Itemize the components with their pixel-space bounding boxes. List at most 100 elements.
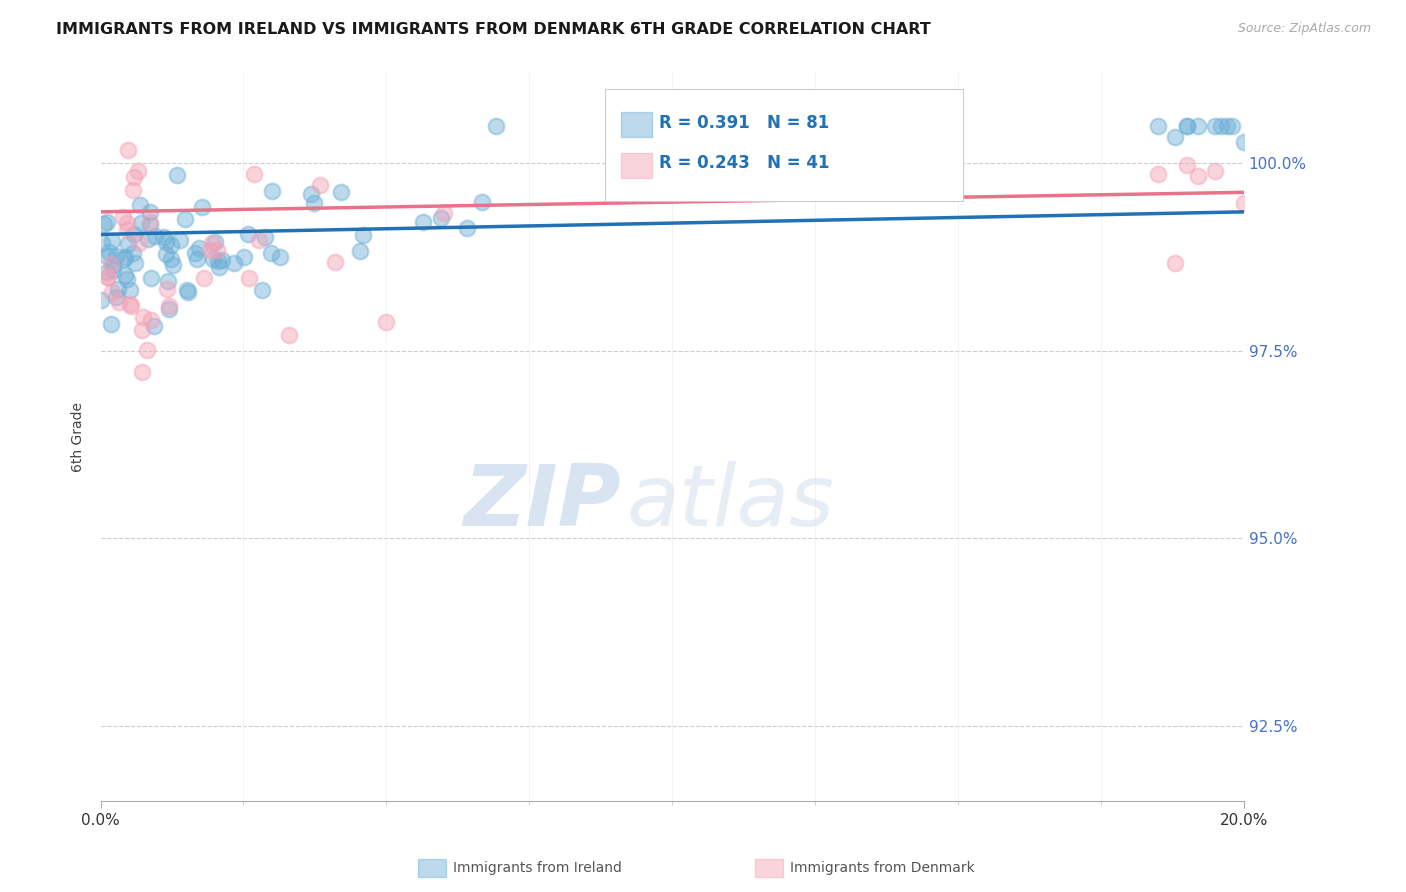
Point bbox=[252, 283, 274, 297]
Point bbox=[187, 241, 209, 255]
Point bbox=[205, 243, 228, 257]
Text: Source: ZipAtlas.com: Source: ZipAtlas.com bbox=[1237, 22, 1371, 36]
Point bbox=[97, 245, 120, 260]
Point bbox=[1175, 119, 1198, 133]
Point bbox=[349, 244, 371, 258]
Point bbox=[1147, 167, 1170, 181]
Point bbox=[1147, 119, 1170, 133]
Point bbox=[190, 200, 212, 214]
Point bbox=[101, 263, 124, 277]
Point bbox=[139, 271, 162, 285]
Point bbox=[155, 282, 177, 296]
Point bbox=[309, 178, 332, 192]
Point bbox=[470, 194, 492, 209]
Point bbox=[1175, 158, 1198, 172]
Point bbox=[129, 216, 152, 230]
Point bbox=[157, 299, 180, 313]
Point bbox=[122, 183, 145, 197]
Point bbox=[155, 235, 177, 249]
Point bbox=[117, 143, 139, 157]
Point bbox=[430, 211, 453, 226]
Text: Immigrants from Ireland: Immigrants from Ireland bbox=[453, 861, 621, 875]
Point bbox=[114, 268, 136, 282]
Point bbox=[139, 215, 162, 229]
Point bbox=[222, 256, 245, 270]
Point bbox=[302, 196, 325, 211]
Point bbox=[243, 167, 266, 181]
Point bbox=[96, 215, 118, 229]
Point bbox=[204, 235, 226, 249]
Point bbox=[136, 232, 159, 246]
Point bbox=[198, 244, 221, 258]
Point bbox=[207, 260, 229, 275]
Point bbox=[352, 227, 374, 242]
Point bbox=[115, 216, 138, 230]
Point bbox=[1204, 163, 1226, 178]
Point bbox=[323, 254, 346, 268]
Point bbox=[93, 217, 115, 231]
Point bbox=[201, 235, 224, 250]
Point bbox=[122, 227, 145, 241]
Point bbox=[177, 285, 200, 299]
Point bbox=[96, 249, 118, 263]
Point bbox=[96, 265, 118, 279]
Point bbox=[101, 285, 124, 299]
Point bbox=[97, 270, 120, 285]
Point bbox=[412, 214, 434, 228]
Point bbox=[253, 230, 276, 244]
Point bbox=[157, 301, 180, 316]
Point bbox=[1187, 119, 1209, 133]
Text: Immigrants from Denmark: Immigrants from Denmark bbox=[790, 861, 974, 875]
Point bbox=[127, 163, 149, 178]
Text: IMMIGRANTS FROM IRELAND VS IMMIGRANTS FROM DENMARK 6TH GRADE CORRELATION CHART: IMMIGRANTS FROM IRELAND VS IMMIGRANTS FR… bbox=[56, 22, 931, 37]
Point bbox=[330, 185, 353, 199]
Point bbox=[139, 312, 162, 326]
Point bbox=[456, 220, 478, 235]
Point bbox=[100, 257, 122, 271]
Text: atlas: atlas bbox=[627, 461, 834, 544]
Point bbox=[299, 187, 322, 202]
Point bbox=[120, 299, 142, 313]
Point bbox=[260, 184, 283, 198]
Point bbox=[211, 252, 233, 267]
Text: R = 0.243   N = 41: R = 0.243 N = 41 bbox=[659, 154, 830, 172]
Point bbox=[485, 119, 508, 133]
Point bbox=[1175, 119, 1198, 133]
Point bbox=[118, 297, 141, 311]
Point bbox=[277, 328, 299, 343]
Point bbox=[169, 233, 191, 247]
Point bbox=[91, 235, 114, 250]
Point bbox=[433, 206, 456, 220]
Point bbox=[1215, 119, 1237, 133]
Point bbox=[186, 252, 208, 267]
Point bbox=[1204, 119, 1226, 133]
Point bbox=[96, 270, 118, 285]
Point bbox=[238, 227, 260, 241]
Point bbox=[104, 249, 127, 263]
Point bbox=[136, 343, 159, 357]
Point bbox=[260, 246, 283, 260]
Point bbox=[143, 229, 166, 244]
Point bbox=[90, 293, 112, 307]
Point bbox=[152, 229, 174, 244]
Point bbox=[201, 252, 224, 266]
Point bbox=[232, 250, 254, 264]
Point bbox=[155, 246, 177, 260]
Point bbox=[160, 238, 183, 252]
Point bbox=[162, 258, 184, 272]
Point bbox=[238, 270, 260, 285]
Point bbox=[193, 270, 215, 285]
Point bbox=[139, 218, 162, 232]
Point bbox=[1220, 119, 1243, 133]
Point bbox=[100, 235, 122, 249]
Point bbox=[269, 251, 291, 265]
Point bbox=[112, 252, 135, 266]
Point bbox=[128, 236, 150, 251]
Point bbox=[1187, 169, 1209, 183]
Point bbox=[115, 223, 138, 237]
Point bbox=[124, 256, 146, 270]
Y-axis label: 6th Grade: 6th Grade bbox=[72, 402, 86, 472]
Point bbox=[103, 258, 125, 272]
Point bbox=[1164, 256, 1187, 270]
Point bbox=[1164, 129, 1187, 144]
